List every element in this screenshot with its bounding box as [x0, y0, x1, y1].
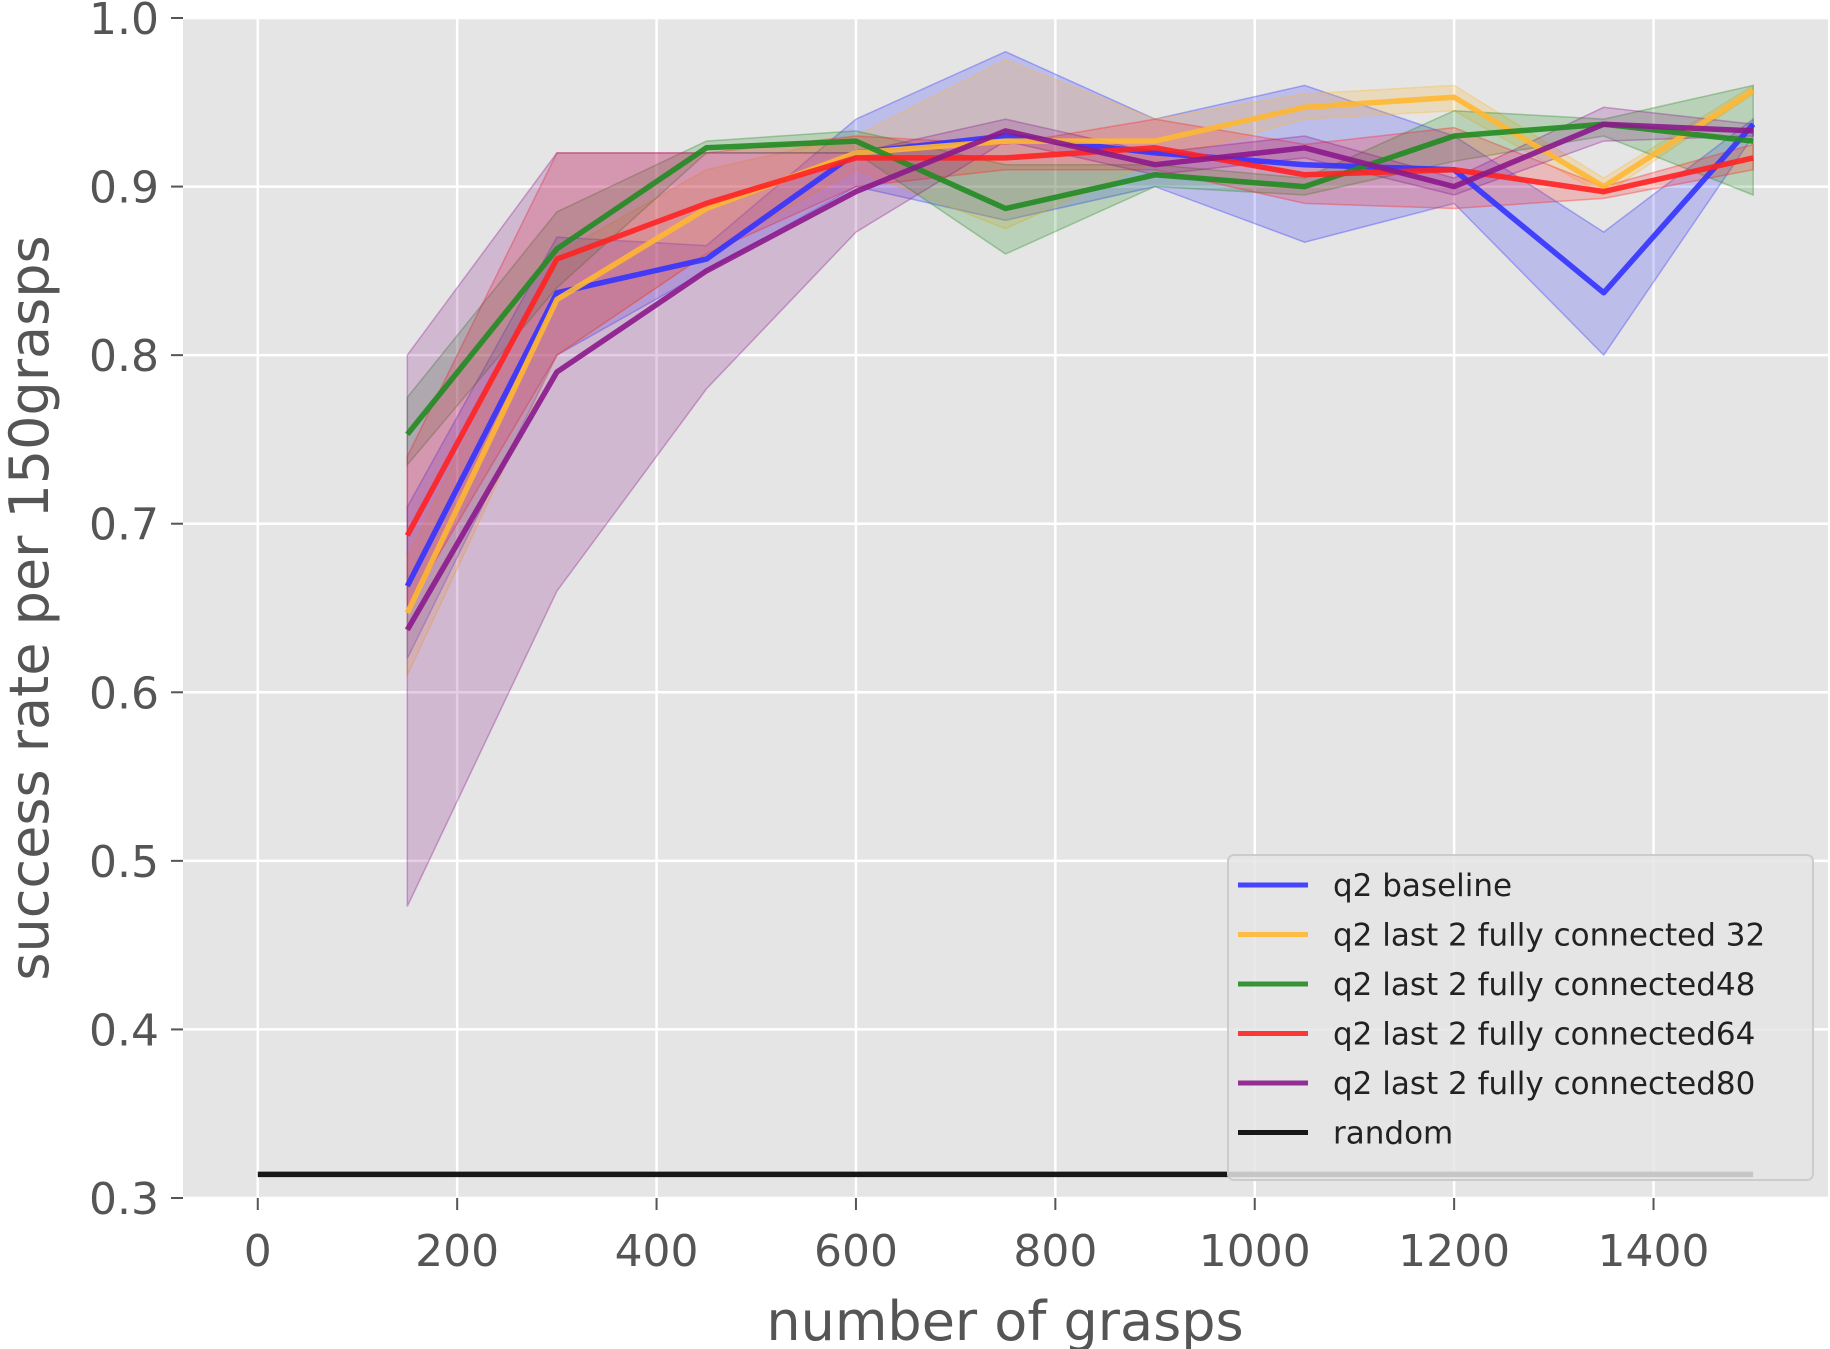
series-line — [404, 122, 1756, 588]
series-line — [404, 145, 1754, 537]
legend: q2 baseline q2 last 2 fully connected 32 q… — [1227, 854, 1814, 1181]
x-tick-label: 200 — [415, 1226, 499, 1277]
series-line — [404, 88, 1755, 615]
y-tick-label: 0.9 — [89, 163, 159, 214]
series-line — [405, 121, 1754, 437]
y-tick-label: 0.5 — [89, 837, 159, 888]
y-tick-label: 0.6 — [89, 668, 159, 719]
x-tick-label: 600 — [814, 1226, 898, 1277]
legend-label: q2 last 2 fully connected48 — [1333, 967, 1755, 1003]
y-tick-label: 1.0 — [89, 0, 159, 45]
x-tick-label: 1200 — [1398, 1226, 1510, 1277]
y-tick-label: 0.8 — [89, 331, 159, 382]
y-axis-label: success rate per 150grasps — [0, 235, 61, 980]
x-axis-label: number of grasps — [766, 1290, 1243, 1349]
confidence-band — [406, 106, 1754, 907]
legend-label: q2 last 2 fully connected80 — [1333, 1066, 1755, 1102]
legend-box — [1227, 854, 1814, 1181]
y-tick-label: 0.7 — [89, 500, 159, 551]
series-lines — [257, 88, 1756, 1178]
x-tick-label: 1000 — [1199, 1226, 1311, 1277]
x-tick-label: 800 — [1013, 1226, 1097, 1277]
legend-label: q2 last 2 fully connected64 — [1333, 1017, 1755, 1053]
axis-ticks: 0 200 400 600 800 1000 1200 1400 0.3 0.4 0.5 0.6 0.7… — [89, 0, 1710, 1277]
legend-label: q2 baseline — [1333, 868, 1512, 904]
confidence-band — [406, 118, 1754, 611]
legend-label: random — [1333, 1116, 1453, 1152]
legend-label: q2 last 2 fully connected 32 — [1333, 918, 1765, 954]
series-line — [404, 121, 1754, 632]
x-tick-label: 1400 — [1598, 1226, 1710, 1277]
x-tick-label: 400 — [615, 1226, 699, 1277]
x-tick-label: 0 — [244, 1226, 272, 1277]
y-tick-label: 0.4 — [89, 1005, 159, 1056]
y-tick-label: 0.3 — [89, 1174, 159, 1225]
